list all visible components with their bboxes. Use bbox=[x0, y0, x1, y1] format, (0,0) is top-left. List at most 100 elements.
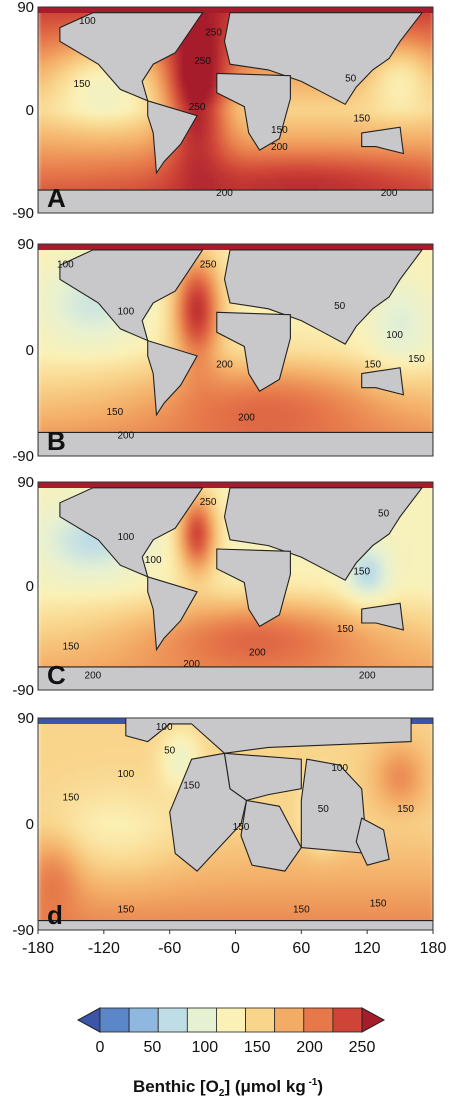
heatmap-cell bbox=[411, 98, 418, 106]
heatmap-cell bbox=[411, 184, 418, 191]
heatmap-cell bbox=[284, 110, 292, 117]
heatmap-cell bbox=[301, 132, 308, 140]
heatmap-cell bbox=[334, 161, 341, 169]
heatmap-cell bbox=[224, 397, 231, 404]
heatmap-cell bbox=[114, 104, 122, 111]
heatmap-cell bbox=[323, 397, 330, 404]
heatmap-cell bbox=[306, 172, 314, 180]
heatmap-cell bbox=[43, 273, 50, 281]
heatmap-cell bbox=[147, 403, 155, 410]
heatmap-cell bbox=[186, 172, 193, 180]
heatmap-cell bbox=[262, 161, 270, 169]
heatmap-cell bbox=[76, 408, 83, 416]
heatmap-cell bbox=[142, 426, 149, 434]
heatmap-cell bbox=[70, 184, 78, 191]
heatmap-cell bbox=[367, 408, 374, 416]
heatmap-cell bbox=[65, 75, 72, 83]
heatmap-cell bbox=[219, 344, 226, 351]
heatmap-cell bbox=[98, 403, 105, 410]
heatmap-cell bbox=[38, 150, 45, 157]
heatmap-cell bbox=[48, 408, 56, 416]
heatmap-cell bbox=[219, 261, 226, 269]
heatmap-cell bbox=[345, 408, 352, 416]
heatmap-cell bbox=[328, 408, 336, 416]
heatmap-cell bbox=[81, 426, 89, 434]
heatmap-cell bbox=[262, 308, 270, 316]
heatmap-cell bbox=[339, 385, 347, 393]
heatmap-cell bbox=[70, 414, 78, 422]
heatmap-cell bbox=[394, 397, 401, 404]
heatmap-cell bbox=[400, 172, 407, 180]
heatmap-cell bbox=[54, 35, 61, 43]
heatmap-cell bbox=[317, 361, 325, 369]
heatmap-cell bbox=[38, 373, 45, 381]
heatmap-cell bbox=[339, 115, 347, 123]
heatmap-cell bbox=[295, 408, 303, 416]
heatmap-cell bbox=[180, 184, 187, 191]
heatmap-cell bbox=[230, 150, 237, 157]
heatmap-cell bbox=[345, 167, 352, 174]
heatmap-cell bbox=[92, 172, 100, 180]
heatmap-cell bbox=[416, 104, 423, 111]
heatmap-cell bbox=[59, 115, 67, 123]
heatmap-cell bbox=[109, 150, 116, 157]
heatmap-cell bbox=[142, 379, 149, 387]
heatmap-cell bbox=[350, 127, 357, 134]
heatmap-cell bbox=[279, 178, 286, 186]
heatmap-cell bbox=[422, 35, 429, 43]
heatmap-cell bbox=[92, 127, 100, 134]
heatmap-cell bbox=[202, 397, 209, 404]
heatmap-cell bbox=[405, 121, 412, 128]
heatmap-cell bbox=[142, 98, 149, 106]
heatmap-cell bbox=[284, 127, 292, 134]
heatmap-cell bbox=[147, 161, 155, 169]
heatmap-cell bbox=[59, 344, 67, 351]
heatmap-cell bbox=[334, 104, 341, 111]
heatmap-cell bbox=[224, 255, 231, 263]
heatmap-cell bbox=[191, 132, 198, 140]
heatmap-cell bbox=[427, 279, 433, 287]
heatmap-cell bbox=[416, 161, 423, 169]
heatmap-cell bbox=[350, 391, 357, 398]
heatmap-cell bbox=[103, 391, 111, 398]
heatmap-cell bbox=[169, 291, 176, 298]
heatmap-cell bbox=[230, 115, 237, 123]
heatmap-cell bbox=[422, 403, 429, 410]
heatmap-cell bbox=[295, 420, 303, 428]
heatmap-cell bbox=[328, 172, 336, 180]
heatmap-cell bbox=[301, 361, 308, 369]
heatmap-cell bbox=[389, 338, 396, 345]
heatmap-cell bbox=[92, 408, 100, 416]
heatmap-cell bbox=[76, 302, 83, 310]
heatmap-cell bbox=[169, 87, 176, 94]
heatmap-cell bbox=[427, 64, 433, 71]
heatmap-cell bbox=[356, 414, 363, 422]
heatmap-cell bbox=[350, 144, 357, 151]
heatmap-cell bbox=[301, 332, 308, 340]
heatmap-cell bbox=[87, 132, 94, 140]
heatmap-cell bbox=[306, 155, 314, 163]
heatmap-cell bbox=[76, 249, 83, 257]
heatmap-cell bbox=[158, 58, 165, 66]
heatmap-cell bbox=[422, 47, 429, 54]
heatmap-cell bbox=[38, 138, 45, 146]
heatmap-cell bbox=[147, 367, 155, 375]
heatmap-cell bbox=[306, 121, 314, 128]
heatmap-cell bbox=[191, 297, 198, 304]
heatmap-cell bbox=[92, 184, 100, 191]
heatmap-cell bbox=[394, 332, 401, 340]
heatmap-cell bbox=[240, 379, 248, 387]
heatmap-cell bbox=[273, 391, 281, 398]
heatmap-cell bbox=[334, 121, 341, 128]
heatmap-cell bbox=[350, 379, 357, 387]
heatmap-cell bbox=[383, 98, 390, 106]
heatmap-cell bbox=[257, 408, 264, 416]
heatmap-cell bbox=[378, 161, 385, 169]
heatmap-cell bbox=[114, 332, 122, 340]
heatmap-cell bbox=[120, 355, 127, 363]
heatmap-cell bbox=[339, 344, 347, 351]
heatmap-cell bbox=[202, 273, 209, 281]
heatmap-cell bbox=[186, 314, 193, 322]
heatmap-cell bbox=[147, 144, 155, 151]
heatmap-cell bbox=[224, 338, 231, 345]
